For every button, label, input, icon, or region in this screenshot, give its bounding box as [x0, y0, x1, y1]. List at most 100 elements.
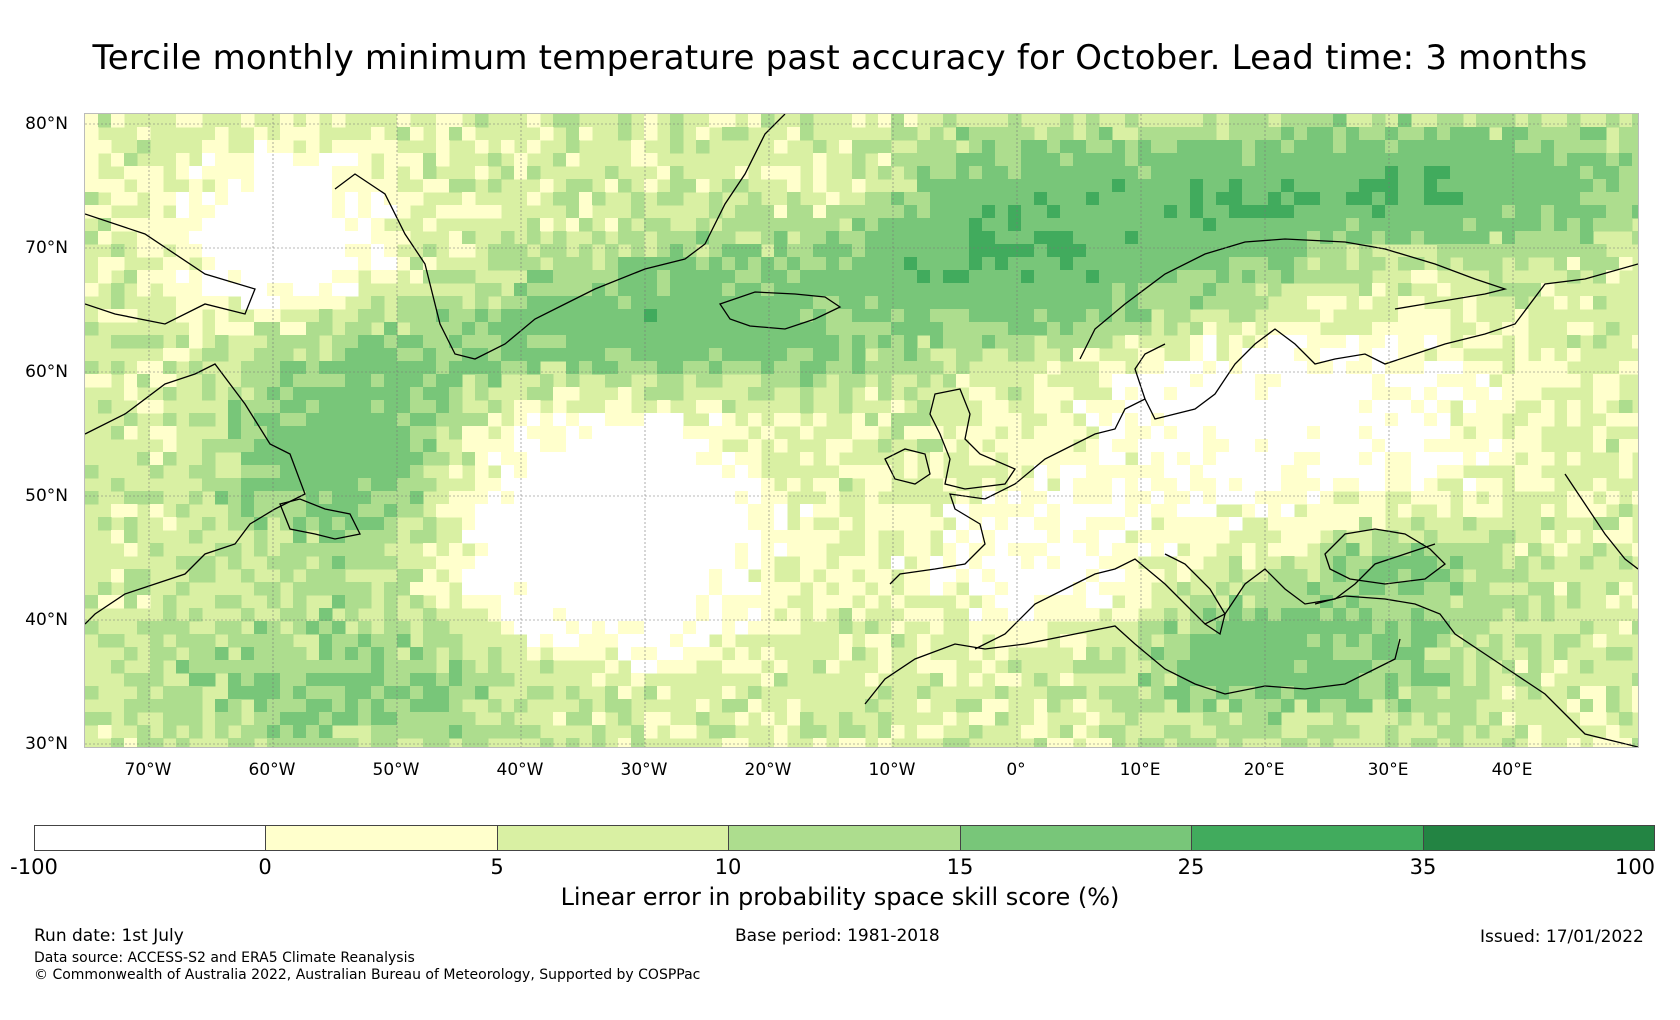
skill-cell: [1463, 634, 1477, 648]
skill-cell: [345, 179, 359, 193]
skill-cell: [163, 647, 177, 661]
skill-cell: [1385, 543, 1399, 557]
skill-cell: [1281, 452, 1295, 466]
skill-cell: [1346, 608, 1360, 622]
skill-cell: [267, 179, 281, 193]
skill-cell: [761, 647, 775, 661]
skill-cell: [1021, 439, 1035, 453]
skill-cell: [943, 582, 957, 596]
skill-cell: [1177, 426, 1191, 440]
skill-cell: [449, 413, 463, 427]
skill-cell: [1411, 608, 1425, 622]
skill-cell: [1593, 374, 1607, 388]
colorbar-segment: [497, 826, 730, 850]
skill-cell: [410, 270, 424, 284]
skill-cell: [1632, 205, 1638, 219]
skill-cell: [1203, 543, 1217, 557]
skill-cell: [202, 374, 216, 388]
skill-cell: [1177, 478, 1191, 492]
skill-cell: [735, 335, 749, 349]
skill-cell: [384, 504, 398, 518]
skill-cell: [1385, 686, 1399, 700]
skill-cell: [1398, 413, 1412, 427]
skill-cell: [553, 530, 567, 544]
skill-cell: [930, 127, 944, 141]
skill-cell: [267, 660, 281, 674]
skill-cell: [1190, 530, 1204, 544]
skill-cell: [306, 361, 320, 375]
skill-cell: [85, 595, 99, 609]
skill-cell: [787, 543, 801, 557]
skill-cell: [670, 127, 684, 141]
skill-cell: [891, 192, 905, 206]
skill-cell: [1281, 374, 1295, 388]
skill-cell: [1255, 413, 1269, 427]
skill-cell: [891, 218, 905, 232]
skill-cell: [423, 738, 437, 747]
skill-cell: [852, 465, 866, 479]
skill-cell: [839, 335, 853, 349]
skill-cell: [1164, 465, 1178, 479]
skill-cell: [657, 426, 671, 440]
skill-cell: [306, 413, 320, 427]
skill-cell: [1372, 140, 1386, 154]
skill-cell: [1385, 387, 1399, 401]
skill-cell: [1489, 504, 1503, 518]
skill-cell: [176, 192, 190, 206]
skill-cell: [904, 504, 918, 518]
skill-cell: [1073, 569, 1087, 583]
skill-cell: [1398, 608, 1412, 622]
skill-cell: [722, 452, 736, 466]
skill-cell: [969, 205, 983, 219]
skill-cell: [839, 244, 853, 258]
skill-cell: [1047, 686, 1061, 700]
skill-cell: [1424, 309, 1438, 323]
skill-cell: [1047, 517, 1061, 531]
skill-cell: [1580, 179, 1594, 193]
skill-cell: [1463, 582, 1477, 596]
skill-cell: [410, 387, 424, 401]
skill-cell: [423, 725, 437, 739]
skill-cell: [735, 283, 749, 297]
skill-cell: [540, 374, 554, 388]
skill-cell: [865, 478, 879, 492]
skill-cell: [306, 166, 320, 180]
skill-cell: [839, 231, 853, 245]
skill-cell: [995, 231, 1009, 245]
skill-cell: [1255, 192, 1269, 206]
skill-cell: [1060, 387, 1074, 401]
skill-cell: [1359, 608, 1373, 622]
skill-cell: [1164, 426, 1178, 440]
skill-cell: [319, 452, 333, 466]
skill-cell: [501, 543, 515, 557]
skill-cell: [1190, 465, 1204, 479]
skill-cell: [605, 660, 619, 674]
skill-cell: [813, 413, 827, 427]
skill-cell: [1619, 530, 1633, 544]
skill-cell: [917, 543, 931, 557]
skill-cell: [709, 413, 723, 427]
skill-cell: [995, 140, 1009, 154]
skill-cell: [306, 426, 320, 440]
skill-cell: [1372, 400, 1386, 414]
skill-cell: [163, 439, 177, 453]
skill-cell: [1138, 322, 1152, 336]
skill-cell: [1385, 374, 1399, 388]
skill-cell: [1359, 439, 1373, 453]
skill-cell: [1606, 114, 1620, 128]
skill-cell: [1112, 374, 1126, 388]
skill-cell: [1255, 478, 1269, 492]
skill-cell: [1476, 400, 1490, 414]
skill-cell: [1424, 153, 1438, 167]
skill-cell: [982, 478, 996, 492]
skill-cell: [1632, 738, 1638, 747]
skill-cell: [865, 699, 879, 713]
skill-cell: [774, 231, 788, 245]
skill-cell: [566, 140, 580, 154]
skill-cell: [1294, 673, 1308, 687]
skill-cell: [462, 491, 476, 505]
skill-cell: [527, 504, 541, 518]
lon-label-30w: 30°W: [620, 760, 668, 780]
skill-cell: [1450, 426, 1464, 440]
skill-cell: [644, 517, 658, 531]
